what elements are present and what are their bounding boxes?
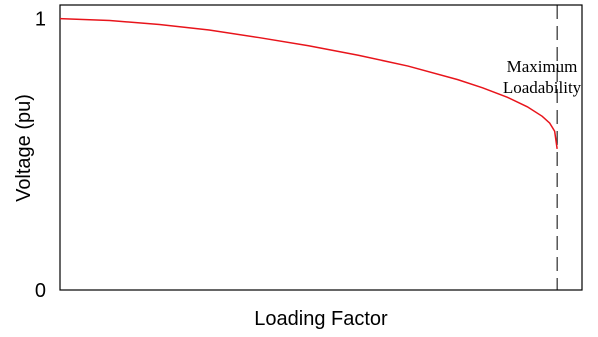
y-tick-label: 1 xyxy=(35,9,46,31)
pv-curve-line xyxy=(59,17,558,149)
maximum-loadability-label-line2: Loadability xyxy=(503,78,582,97)
y-axis-title: Voltage (pu) xyxy=(13,94,35,202)
y-tick-label: 0 xyxy=(35,280,46,302)
y-axis-ticks: 01 xyxy=(35,9,46,302)
plot-frame xyxy=(59,4,583,291)
maximum-loadability-label-line1: Maximum xyxy=(507,57,578,76)
x-axis-title: Loading Factor xyxy=(254,308,388,330)
